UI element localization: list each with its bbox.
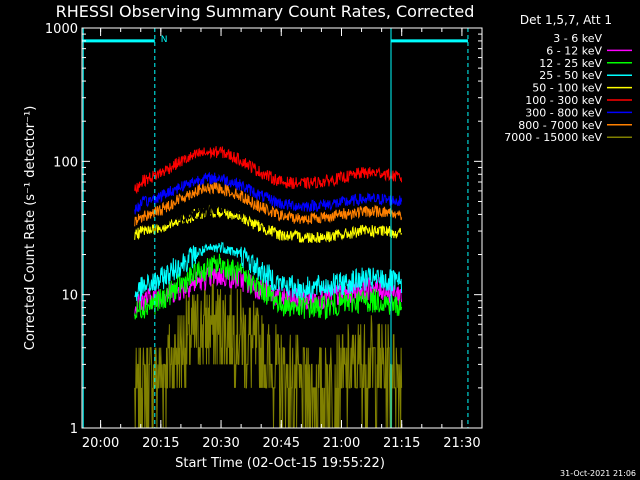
legend-label-6: 100 - 300 keV <box>525 94 602 107</box>
series-line-12-25-kev <box>134 253 403 320</box>
legend-label-3: 12 - 25 keV <box>539 57 602 70</box>
axes: 1 10 100 1000 20:00 20:15 20:30 20:45 21:00 21:15… <box>45 22 483 451</box>
legend-label-8: 800 - 7000 keV <box>518 119 602 132</box>
legend-label-5: 50 - 100 keV <box>532 82 602 95</box>
x-tick-label: 20:00 <box>82 436 119 451</box>
x-tick-label: 20:45 <box>263 436 300 451</box>
series-line-3-6-kev <box>134 202 403 234</box>
legend-label-9: 7000 - 15000 keV <box>504 131 602 144</box>
series-line-7000-15000-kev <box>134 279 403 429</box>
flag-label: N <box>161 35 168 45</box>
series-line-100-300-kev <box>134 146 403 195</box>
chart-title: RHESSI Observing Summary Count Rates, Co… <box>56 2 475 21</box>
series-line-800-7000-kev <box>134 182 403 227</box>
y-tick-label: 1 <box>70 422 78 437</box>
y-axis-label: Corrected Count Rate (s⁻¹ detector⁻¹) <box>23 106 38 351</box>
legend-label-2: 6 - 12 keV <box>546 44 602 57</box>
legend-label-4: 25 - 50 keV <box>539 69 602 82</box>
x-axis-label: Start Time (02-Oct-15 19:55:22) <box>175 456 385 471</box>
legend-label-1: 3 - 6 keV <box>553 32 602 45</box>
x-tick-label: 21:30 <box>443 436 480 451</box>
series-line-300-800-kev <box>134 171 403 215</box>
footer-date: 31-Oct-2021 21:06 <box>560 469 636 478</box>
plot-frame <box>81 27 483 429</box>
x-tick-label: 20:15 <box>142 436 179 451</box>
y-tick-label: 100 <box>53 155 78 170</box>
series-line-25-50-kev <box>134 241 403 302</box>
legend-label-7: 300 - 800 keV <box>525 106 602 119</box>
y-tick-label: 1000 <box>45 22 78 37</box>
x-tick-label: 20:30 <box>202 436 239 451</box>
x-tick-label: 21:00 <box>323 436 360 451</box>
series-line-50-100-kev <box>134 204 403 244</box>
y-tick-label: 10 <box>61 289 78 304</box>
legend-title: Det 1,5,7, Att 1 <box>520 13 612 27</box>
x-tick-label: 21:15 <box>383 436 420 451</box>
plot-area: N <box>82 28 469 429</box>
